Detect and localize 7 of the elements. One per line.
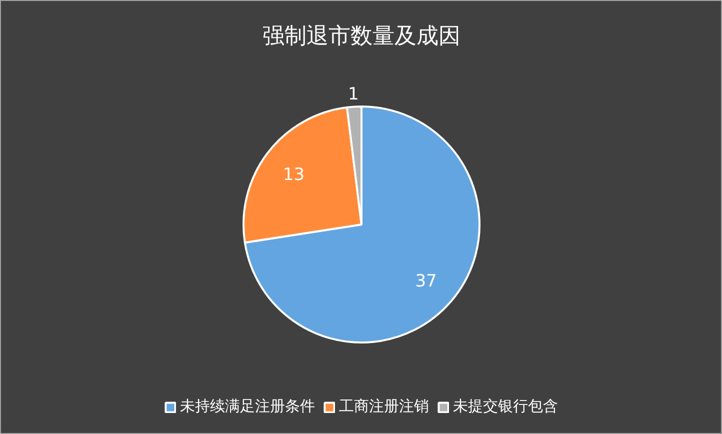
legend-label: 未提交银行包含	[453, 397, 558, 416]
data-label: 37	[415, 271, 437, 292]
data-label: 1	[348, 84, 359, 104]
data-label: 13	[282, 164, 305, 185]
legend-label: 未持续满足注册条件	[180, 397, 315, 416]
legend-label: 工商注册注销	[339, 397, 429, 416]
chart-title: 强制退市数量及成因	[262, 24, 460, 49]
